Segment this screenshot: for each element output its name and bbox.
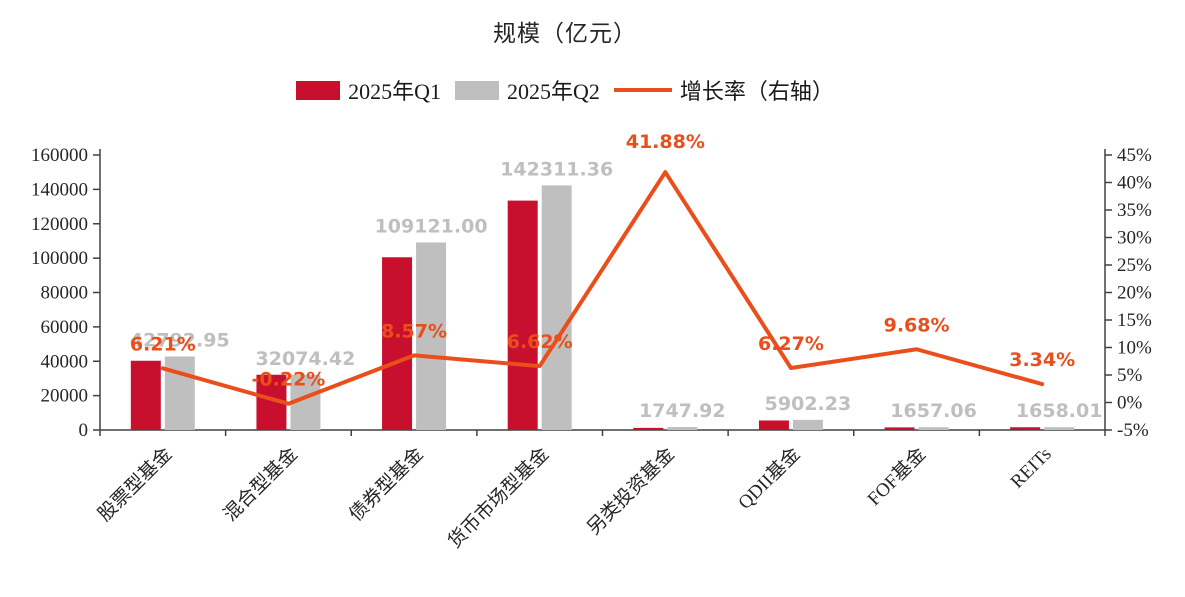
legend: 2025年Q1 2025年Q2 增长率（右轴） [0, 74, 1130, 106]
bar-2025q2-0 [164, 356, 195, 430]
legend-swatch-growth-line [613, 88, 672, 92]
legend-swatch-q1 [296, 80, 341, 100]
legend-item-growth: 增长率（右轴） [613, 74, 834, 106]
value-label-q2-5: 5902.23 [765, 393, 852, 415]
bar-2025q2-2 [416, 242, 447, 430]
right-axis-tick-label: 20% [1117, 283, 1152, 304]
right-axis-tick-label: -5% [1117, 420, 1149, 441]
value-label-q2-2: 109121.00 [375, 215, 488, 237]
right-axis-tick-label: 30% [1117, 228, 1152, 249]
category-label-3: 货币市场型基金 [444, 443, 554, 553]
legend-label-q1: 2025年Q1 [348, 79, 441, 104]
bar-2025q1-0 [130, 360, 161, 430]
bar-2025q1-7 [1010, 427, 1041, 430]
right-axis-tick-label: 45% [1117, 145, 1152, 166]
bar-2025q1-4 [633, 427, 664, 430]
value-label-q2-4: 1747.92 [639, 400, 726, 422]
growth-label-3: 6.62% [507, 331, 573, 353]
bar-2025q1-3 [507, 200, 538, 430]
category-label-4: 另类投资基金 [583, 443, 679, 539]
growth-label-2: 8.57% [381, 320, 447, 342]
legend-swatch-q2 [454, 80, 499, 100]
value-label-q2-3: 142311.36 [500, 158, 613, 180]
bar-2025q1-2 [382, 257, 413, 430]
left-axis-tick-label: 120000 [31, 214, 88, 235]
left-axis-tick-label: 60000 [41, 317, 89, 338]
legend-item-q1: 2025年Q1 [296, 74, 441, 106]
category-label-1: 混合型基金 [219, 443, 302, 526]
right-axis-tick-label: 10% [1117, 338, 1152, 359]
left-axis-tick-label: 160000 [31, 145, 88, 166]
growth-label-7: 3.34% [1009, 349, 1075, 371]
left-axis-tick-label: 140000 [31, 179, 88, 200]
bar-2025q1-5 [758, 420, 789, 430]
category-label-2: 债券型基金 [345, 443, 428, 526]
value-label-q2-6: 1657.06 [890, 400, 977, 422]
growth-label-5: 6.27% [758, 333, 824, 355]
bar-2025q2-7 [1044, 427, 1075, 430]
growth-rate-line [160, 170, 1045, 406]
bar-2025q1-6 [884, 427, 915, 430]
bar-2025q2-4 [667, 426, 698, 430]
category-label-0: 股票型基金 [94, 443, 177, 526]
category-label-6: FOF基金 [863, 443, 930, 510]
legend-label-growth: 增长率（右轴） [679, 79, 834, 104]
value-label-q2-7: 1658.01 [1016, 400, 1103, 422]
legend-item-q2: 2025年Q2 [454, 74, 600, 106]
right-axis-tick-label: 5% [1117, 365, 1143, 386]
bar-2025q2-6 [918, 427, 949, 430]
bar-2025q2-3 [541, 185, 572, 430]
category-label-7: REITs [1007, 444, 1056, 493]
left-axis-tick-label: 20000 [41, 386, 89, 407]
right-axis-tick-label: 0% [1117, 393, 1143, 414]
growth-label-0: 6.21% [130, 333, 196, 355]
left-axis-tick-label: 40000 [41, 351, 89, 372]
left-axis-tick-label: 0 [79, 420, 89, 441]
growth-label-6: 9.68% [884, 314, 950, 336]
right-axis-tick-label: 25% [1117, 255, 1152, 276]
growth-label-1: -0.22% [252, 369, 326, 391]
right-axis-tick-label: 35% [1117, 200, 1152, 221]
left-axis-tick-label: 80000 [41, 283, 89, 304]
legend-label-q2: 2025年Q2 [506, 79, 600, 104]
category-label-5: QDII基金 [734, 443, 805, 514]
right-axis-tick-label: 15% [1117, 310, 1152, 331]
bar-2025q2-5 [792, 419, 823, 430]
chart-title: 规模（亿元） [493, 21, 637, 46]
right-axis-tick-label: 40% [1117, 173, 1152, 194]
left-axis-tick-label: 100000 [31, 248, 88, 269]
value-label-q2-1: 32074.42 [256, 348, 356, 370]
value-label-q2-0: 42792.95 [130, 329, 230, 351]
growth-label-4: 41.88% [626, 131, 705, 153]
